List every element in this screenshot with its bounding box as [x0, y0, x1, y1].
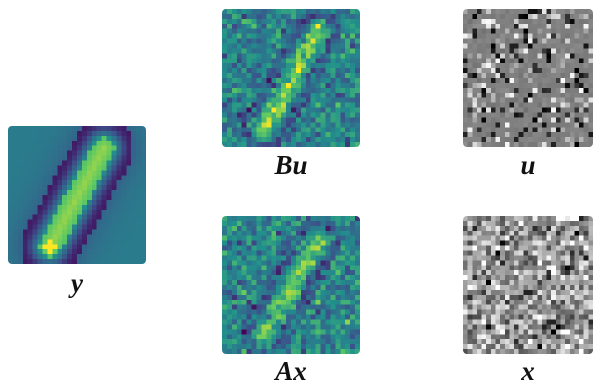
image-ax-noisy-digit [222, 216, 360, 354]
image-u-sparse-noise [463, 9, 593, 147]
image-bu-noisy-digit [222, 9, 360, 147]
label-y: y [71, 268, 83, 298]
image-ax-canvas [222, 216, 360, 354]
image-u-canvas [463, 9, 593, 147]
label-bu: Bu [274, 150, 308, 180]
image-x-canvas [463, 216, 593, 354]
label-x: x [521, 356, 535, 386]
label-u: u [520, 150, 536, 180]
image-y-blurred-digit [8, 126, 146, 264]
image-bu-canvas [222, 9, 360, 147]
label-ax: Ax [275, 356, 307, 386]
image-y-canvas [8, 126, 146, 264]
image-x-gray-noise [463, 216, 593, 354]
